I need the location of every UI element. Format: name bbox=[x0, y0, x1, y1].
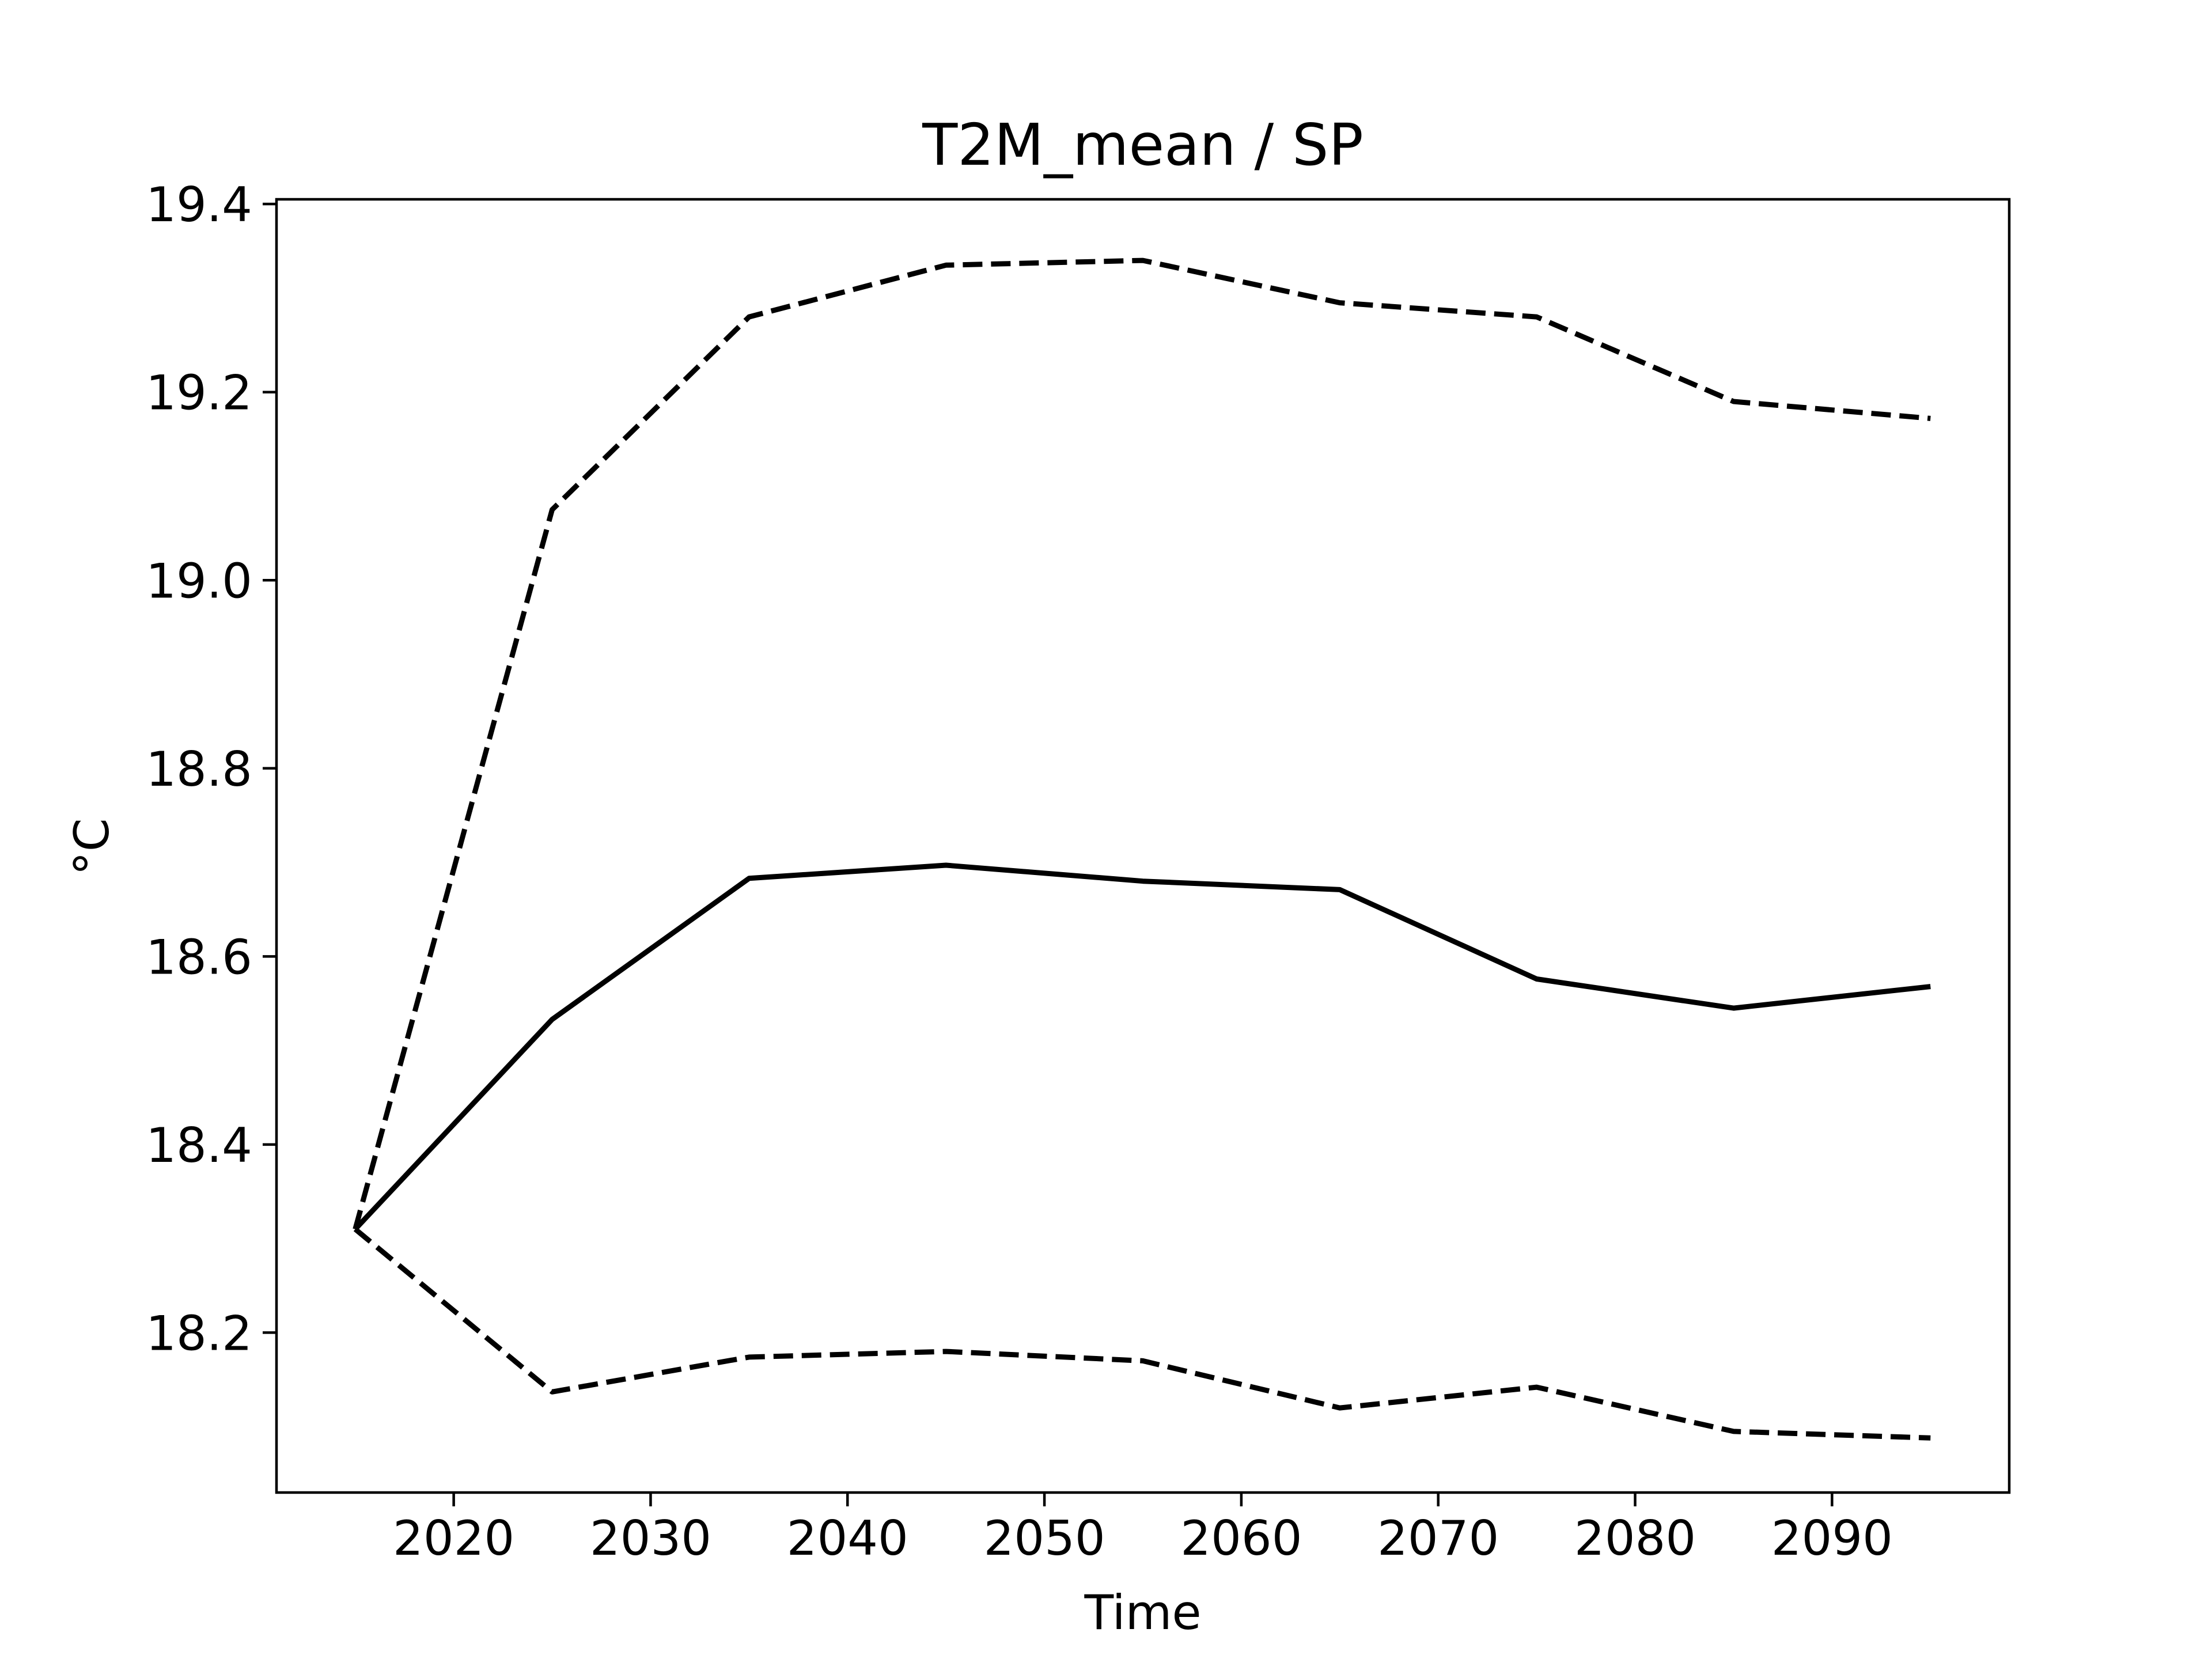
x-tick-label: 2060 bbox=[1180, 1510, 1302, 1566]
series-line-2-solid bbox=[353, 862, 1931, 1231]
y-tick-label: 19.2 bbox=[146, 365, 252, 421]
x-axis-label: Time bbox=[1084, 1585, 1201, 1641]
series-line-1-dashed bbox=[353, 257, 1931, 1230]
y-axis: 18.2 18.4 18.6 18.8 19.0 19.2 19.4 bbox=[146, 177, 276, 1361]
y-axis-label: °C bbox=[64, 818, 120, 875]
y-tick-label: 18.2 bbox=[146, 1305, 252, 1361]
series-line-3-dashed bbox=[353, 1227, 1931, 1441]
series-layer bbox=[353, 257, 1931, 1441]
y-tick-label: 18.6 bbox=[146, 929, 252, 985]
chart-title: T2M_mean / SP bbox=[922, 111, 1363, 179]
y-tick-label: 18.4 bbox=[146, 1118, 252, 1173]
x-tick-label: 2070 bbox=[1377, 1510, 1499, 1566]
x-tick-label: 2080 bbox=[1574, 1510, 1696, 1566]
x-tick-label: 2020 bbox=[393, 1510, 514, 1566]
x-tick-label: 2090 bbox=[1771, 1510, 1893, 1566]
y-tick-label: 19.4 bbox=[146, 177, 252, 233]
x-tick-label: 2030 bbox=[590, 1510, 711, 1566]
x-tick-label: 2050 bbox=[983, 1510, 1105, 1566]
y-tick-label: 19.0 bbox=[146, 553, 252, 609]
y-tick-label: 18.8 bbox=[146, 741, 252, 797]
x-tick-label: 2040 bbox=[787, 1510, 908, 1566]
x-axis: 2020 2030 2040 2050 2060 2070 2080 2090 bbox=[393, 1493, 1893, 1566]
plot-frame bbox=[275, 198, 2011, 1494]
